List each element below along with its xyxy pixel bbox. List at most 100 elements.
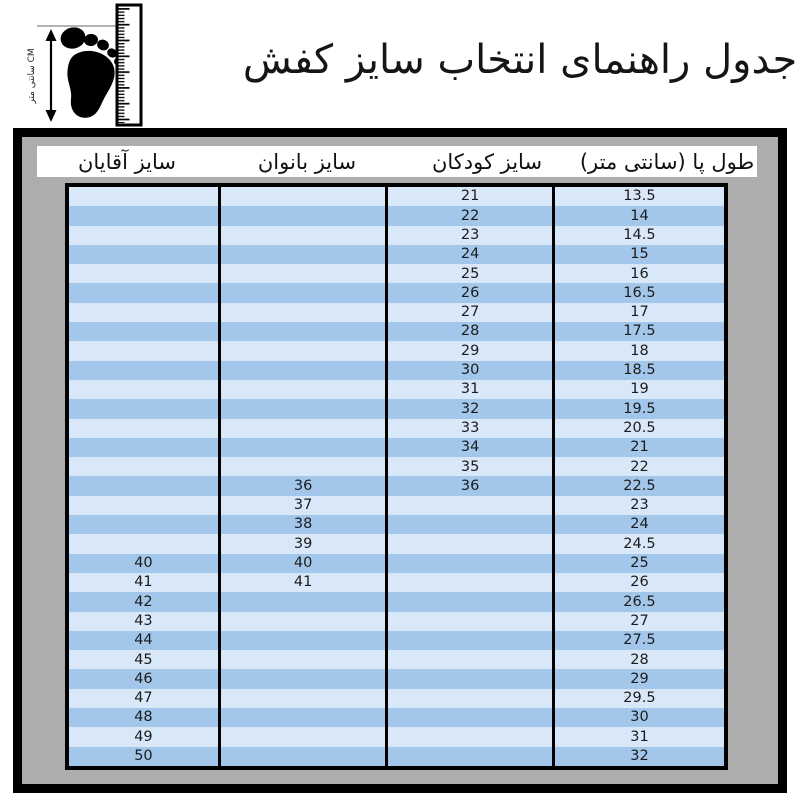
cell-men-size <box>65 418 221 438</box>
cell-women-size: 36 <box>217 476 389 496</box>
cell-men-size: 48 <box>65 708 221 728</box>
cell-men-size <box>65 264 221 284</box>
cell-men-size <box>65 437 221 458</box>
table-row: 39 24.5 <box>65 534 728 554</box>
table-row: 42 26.5 <box>65 592 728 612</box>
cell-women-size <box>217 727 389 747</box>
table-row: 25 16 <box>65 264 728 284</box>
table-row: 46 29 <box>65 669 728 689</box>
cell-kids-size: 25 <box>385 264 555 284</box>
cell-foot-length: 20.5 <box>551 418 728 438</box>
table-row: 36 36 22.5 <box>65 476 728 496</box>
table-header-strip: سایز آقایان سایز بانوان سایز کودکان طول … <box>37 146 757 177</box>
cell-foot-length: 30 <box>551 708 728 728</box>
cell-kids-size <box>385 553 555 573</box>
cell-kids-size <box>385 630 555 651</box>
cell-men-size <box>65 399 221 419</box>
cell-women-size <box>217 399 389 419</box>
table-row: 37 23 <box>65 495 728 516</box>
cell-women-size: 40 <box>217 553 389 573</box>
table-row: 41 41 26 <box>65 572 728 593</box>
cell-kids-size: 35 <box>385 457 555 477</box>
cell-foot-length: 24.5 <box>551 534 728 554</box>
cell-men-size: 47 <box>65 688 221 709</box>
cell-women-size <box>217 322 389 342</box>
cell-foot-length: 28 <box>551 650 728 670</box>
cell-men-size: 50 <box>65 746 221 768</box>
cell-foot-length: 18.5 <box>551 360 728 380</box>
cell-kids-size: 26 <box>385 283 555 303</box>
cell-foot-length: 16 <box>551 264 728 284</box>
cell-women-size: 38 <box>217 515 389 535</box>
cell-foot-length: 24 <box>551 515 728 535</box>
cell-foot-length: 21 <box>551 437 728 458</box>
cell-kids-size: 31 <box>385 379 555 400</box>
cell-men-size <box>65 206 221 226</box>
cell-foot-length: 27.5 <box>551 630 728 651</box>
table-row: 43 27 <box>65 611 728 631</box>
size-table: 21 13.5 22 14 23 14.5 24 15 25 16 <box>65 183 728 770</box>
cell-foot-length: 31 <box>551 727 728 747</box>
cell-men-size <box>65 379 221 400</box>
page-title: جدول راهنمای انتخاب سایز کفش <box>242 37 798 83</box>
cell-women-size: 41 <box>217 572 389 593</box>
cell-kids-size <box>385 515 555 535</box>
cell-foot-length: 15 <box>551 244 728 265</box>
cell-women-size: 37 <box>217 495 389 516</box>
table-row: 38 24 <box>65 515 728 535</box>
cell-foot-length: 27 <box>551 611 728 631</box>
cell-women-size <box>217 185 389 207</box>
cell-kids-size <box>385 650 555 670</box>
cell-foot-length: 26 <box>551 572 728 593</box>
cell-kids-size <box>385 688 555 709</box>
cell-kids-size <box>385 592 555 612</box>
cell-kids-size <box>385 611 555 631</box>
cell-men-size <box>65 495 221 516</box>
foot-ruler-icon: CM سانتی متر <box>27 3 143 127</box>
cell-foot-length: 25 <box>551 553 728 573</box>
cell-women-size <box>217 746 389 768</box>
cell-foot-length: 16.5 <box>551 283 728 303</box>
cell-foot-length: 29.5 <box>551 688 728 709</box>
foot-measure-logo: CM سانتی متر <box>20 3 146 127</box>
table-row: 49 31 <box>65 727 728 747</box>
cell-women-size <box>217 360 389 380</box>
cell-women-size <box>217 225 389 245</box>
cell-kids-size <box>385 495 555 516</box>
header-kids-size: سایز کودکان <box>431 149 543 174</box>
cell-men-size <box>65 185 221 207</box>
cell-women-size <box>217 611 389 631</box>
measure-unit-label: CM سانتی متر <box>27 48 37 104</box>
cell-men-size <box>65 534 221 554</box>
cell-kids-size: 36 <box>385 476 555 496</box>
cell-kids-size: 34 <box>385 437 555 458</box>
table-row: 33 20.5 <box>65 418 728 438</box>
cell-women-size <box>217 206 389 226</box>
table-row: 22 14 <box>65 206 728 226</box>
cell-women-size <box>217 708 389 728</box>
table-row: 44 27.5 <box>65 630 728 651</box>
cell-foot-length: 32 <box>551 746 728 768</box>
cell-women-size <box>217 283 389 303</box>
cell-women-size <box>217 379 389 400</box>
cell-foot-length: 17.5 <box>551 322 728 342</box>
table-row: 27 17 <box>65 302 728 323</box>
cell-foot-length: 26.5 <box>551 592 728 612</box>
cell-foot-length: 22 <box>551 457 728 477</box>
cell-kids-size: 33 <box>385 418 555 438</box>
cell-foot-length: 14.5 <box>551 225 728 245</box>
cell-men-size <box>65 341 221 361</box>
cell-foot-length: 19 <box>551 379 728 400</box>
table-row: 31 19 <box>65 379 728 400</box>
cell-women-size <box>217 457 389 477</box>
cell-kids-size <box>385 534 555 554</box>
cell-kids-size <box>385 708 555 728</box>
table-row: 32 19.5 <box>65 399 728 419</box>
cell-men-size <box>65 515 221 535</box>
ruler-icon <box>115 3 143 127</box>
cell-kids-size <box>385 746 555 768</box>
table-row: 30 18.5 <box>65 360 728 380</box>
cell-women-size <box>217 650 389 670</box>
cell-foot-length: 19.5 <box>551 399 728 419</box>
